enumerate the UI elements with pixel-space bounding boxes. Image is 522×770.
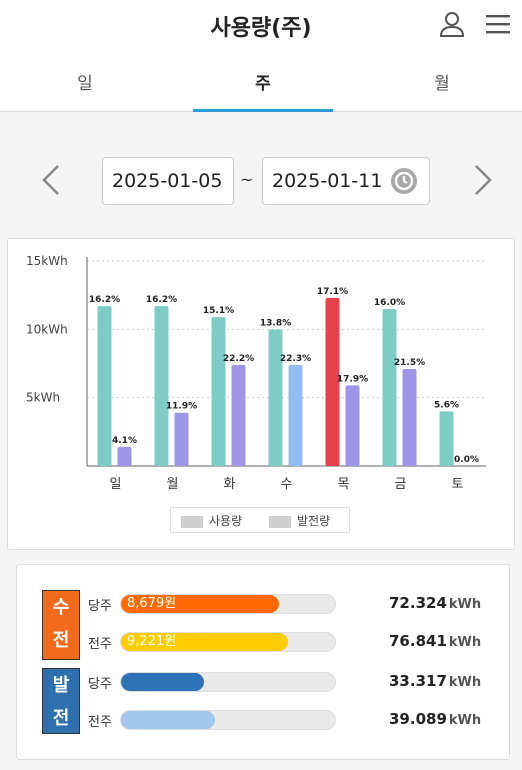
receive-this-week-kwh: 72.324 [389,594,447,612]
receive-badge-char-2: 전 [52,630,70,651]
usage-bar [382,308,397,466]
tab-day[interactable]: 일 [77,74,93,94]
tab-week[interactable]: 주 [193,62,333,112]
usage-bar [268,329,283,466]
generation-this-week-bar [120,672,336,692]
generation-badge-char-1: 발 [52,675,70,696]
hamburger-menu-icon[interactable] [484,12,512,36]
usage-bar-label: 16.2% [146,295,177,305]
usage-bar-chart: 15kWh 10kWh 5kWh 16.2% 4.1% 일 16.2% 11.9% 월 15.1%… [26,254,486,492]
y-tick-label: 15kWh [26,254,68,268]
generation-bar-label: 22.2% [223,354,254,364]
receive-this-week-bar-fill [121,595,280,613]
tab-month[interactable]: 월 [434,74,450,94]
generation-this-week-value: 33.317 kWh [389,672,481,690]
receive-this-week-cost: 8,679원 [127,596,177,611]
x-tick-label: 수 [281,477,293,492]
user-icon[interactable] [438,10,466,38]
x-tick-label: 일 [110,477,122,492]
x-tick-label: 월 [167,477,179,492]
legend-label-generation: 발전량 [297,514,331,528]
x-tick-label: 토 [452,477,464,492]
generation-last-week-unit: kWh [448,713,482,728]
usage-bar-label: 16.0% [374,298,405,308]
generation-bar-label: 0.0% [454,455,479,465]
usage-bar-label: 16.2% [89,295,120,305]
generation-bar-label: 22.3% [280,354,311,364]
generation-bar [231,364,246,466]
y-tick-label: 5kWh [26,391,60,405]
generation-this-week-unit: kWh [448,675,482,690]
receive-last-week-unit: kWh [448,635,482,650]
legend-item-usage[interactable]: 사용량 [181,512,242,530]
usage-bar-label: 13.8% [260,318,291,328]
usage-bar [154,306,169,466]
generation-bar [288,364,303,466]
generation-last-week-kwh: 39.089 [389,710,447,728]
y-tick-label: 10kWh [26,322,68,336]
generation-bar [117,446,132,466]
usage-bar-label: 15.1% [203,306,234,316]
generation-bar-label: 21.5% [394,358,425,368]
legend-item-generation[interactable]: 발전량 [269,512,330,530]
generation-badge-char-2: 전 [52,708,70,729]
receive-this-week-unit: kWh [448,597,482,612]
x-tick-label: 화 [224,477,236,492]
generation-last-week-bar [120,710,336,730]
generation-bar [345,385,360,466]
generation-this-week-bar-fill [121,673,205,691]
date-separator: ~ [240,170,254,189]
legend-swatch-generation [269,515,291,528]
usage-bar [325,297,340,466]
row-label-receive-last-week: 전주 [88,637,112,652]
receive-last-week-bar: 9,221원 [120,632,336,652]
usage-bar-label: 5.6% [434,400,459,410]
receive-last-week-kwh: 76.841 [389,632,447,650]
legend-swatch-usage [181,515,203,528]
receive-badge-char-1: 수 [52,597,70,618]
receive-badge: 수 전 [42,590,80,660]
start-date-field[interactable]: 2025-01-05 [102,157,234,205]
row-label-generation-this-week: 당주 [88,677,112,692]
generation-last-week-value: 39.089 kWh [389,710,481,728]
usage-bar [211,317,226,466]
usage-bar [439,411,454,466]
page-title: 사용량(주) [210,16,312,41]
generation-bar [174,412,189,466]
generation-this-week-kwh: 33.317 [389,672,447,690]
receive-last-week-value: 76.841 kWh [389,632,481,650]
chart-legend: 사용량 발전량 [170,507,350,533]
usage-bar [97,306,112,466]
generation-bar-label: 4.1% [112,436,137,446]
clock-icon[interactable] [390,167,418,195]
usage-chart-card: 15kWh 10kWh 5kWh 16.2% 4.1% 일 16.2% 11.9% 월 15.1%… [7,238,515,550]
receive-this-week-bar: 8,679원 [120,594,336,614]
row-label-generation-last-week: 전주 [88,715,112,730]
chevron-right-icon[interactable] [470,164,494,196]
legend-label-usage: 사용량 [209,514,243,528]
generation-bar-label: 11.9% [166,402,197,412]
generation-last-week-bar-fill [121,711,216,729]
generation-bar [402,368,417,466]
period-tabs: 일 주 월 [0,62,522,112]
row-label-receive-this-week: 당주 [88,599,112,614]
receive-last-week-cost: 9,221원 [127,634,177,649]
usage-bar-label: 17.1% [317,287,348,297]
app-header: 사용량(주) 일 주 월 [0,0,522,112]
generation-badge: 발 전 [42,668,80,734]
x-tick-label: 목 [338,477,350,492]
end-date-value: 2025-01-11 [272,170,383,192]
receive-this-week-value: 72.324 kWh [389,594,481,612]
summary-card: 수 전 발 전 당주 8,679원 72.324 kWh 전주 9,221원 76… [16,564,510,760]
generation-bar-label: 17.9% [337,374,368,384]
receive-last-week-bar-fill [121,633,288,651]
x-tick-label: 금 [395,477,407,492]
chevron-left-icon[interactable] [40,164,64,196]
